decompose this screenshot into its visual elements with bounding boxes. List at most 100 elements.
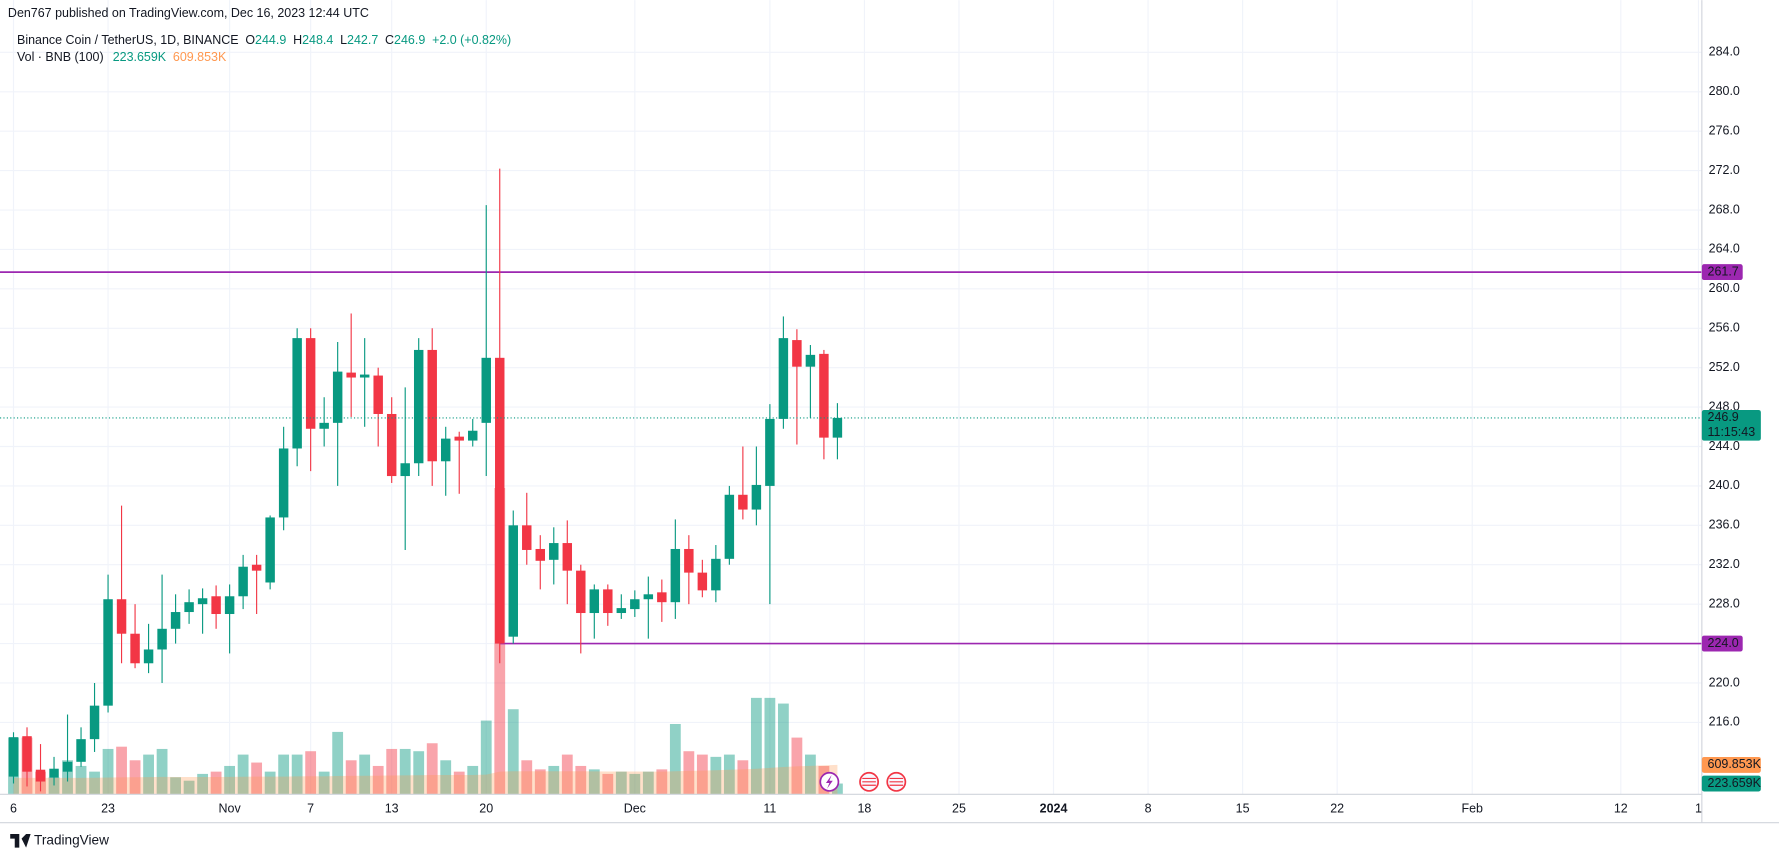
volume-bar <box>507 709 519 795</box>
footer-brand[interactable]: TradingView <box>34 832 109 847</box>
candle-body <box>103 599 113 706</box>
volume-bar <box>210 771 222 795</box>
candle-body <box>454 436 464 441</box>
candle-body <box>589 589 600 614</box>
volume-bar <box>777 703 789 795</box>
x-tick-label: 6 <box>10 801 17 815</box>
candle-body <box>49 768 59 778</box>
candle-body <box>265 517 275 583</box>
volume-bar <box>710 756 722 795</box>
volume-bar <box>534 769 546 795</box>
volume-bar <box>615 771 627 795</box>
volume-bar <box>224 765 236 795</box>
candle-body <box>440 438 451 462</box>
price-tag <box>1701 264 1743 281</box>
candle-body <box>792 340 802 367</box>
candle-body <box>386 413 397 477</box>
x-tick-label: 15 <box>1236 801 1250 815</box>
candle-body <box>616 608 627 614</box>
volume-bar <box>318 771 330 795</box>
candle-body <box>738 494 748 510</box>
volume-bar <box>386 748 398 795</box>
x-tick-label: 22 <box>1330 801 1344 815</box>
attribution: Den767 published on TradingView.com, Dec… <box>8 6 369 20</box>
candle-body <box>535 548 545 561</box>
y-tick-label: 260.0 <box>1709 281 1740 295</box>
y-tick-label: 244.0 <box>1709 439 1740 453</box>
candle-body <box>130 633 140 664</box>
volume-tag <box>1701 756 1761 773</box>
volume-bar <box>372 765 384 795</box>
volume-bar <box>764 697 776 795</box>
candle-body <box>468 430 478 441</box>
x-tick-label: Feb <box>1461 801 1483 815</box>
y-tick-label: 280.0 <box>1709 84 1740 98</box>
y-tick-label: 276.0 <box>1709 123 1740 137</box>
close-value: 246.9 <box>394 33 425 47</box>
volume-bar <box>453 771 465 795</box>
volume-bar <box>305 751 317 795</box>
volume-name: Vol · BNB (100) <box>17 50 104 64</box>
volume-bar <box>413 751 425 795</box>
volume-ma-value: 609.853K <box>173 50 227 64</box>
volume-bar <box>696 754 708 795</box>
volume-bar <box>480 720 492 795</box>
change: +2.0 (+0.82%) <box>432 33 511 47</box>
y-tick-label: 264.0 <box>1709 242 1740 256</box>
candle-body <box>89 705 100 740</box>
candle-body <box>751 484 762 510</box>
candle-body <box>697 572 708 591</box>
legend-ohlc: Binance Coin / TetherUS, 1D, BINANCE O244… <box>17 33 511 47</box>
candle-body <box>197 598 208 605</box>
volume-bar <box>805 754 816 795</box>
x-tick-label: 11 <box>763 801 776 815</box>
volume-bar <box>575 765 587 795</box>
volume-bar <box>156 748 168 795</box>
candle-body <box>603 589 613 614</box>
candle-body <box>278 448 289 518</box>
candle-body <box>22 736 32 772</box>
candle-body <box>630 599 640 610</box>
candle-body <box>400 463 410 477</box>
high-label: H <box>293 33 302 47</box>
volume-bar <box>588 769 600 795</box>
x-tick-label: 23 <box>101 801 115 815</box>
volume-bar <box>399 748 411 795</box>
candle-body <box>224 596 235 615</box>
candle-body <box>819 353 829 438</box>
candle-body <box>643 594 654 600</box>
candle-body <box>359 374 370 378</box>
candle-body <box>427 349 437 462</box>
volume-bar <box>791 737 803 795</box>
candle-body <box>305 338 316 429</box>
event-icons <box>819 771 907 792</box>
volume-value: 223.659K <box>113 50 167 64</box>
volume-bar <box>89 771 100 795</box>
candle-body <box>778 338 789 419</box>
y-tick-label: 228.0 <box>1709 596 1740 610</box>
candle-body <box>413 349 424 464</box>
candle-body <box>238 566 248 597</box>
y-tick-label: 272.0 <box>1709 163 1740 177</box>
price-tag <box>1701 635 1743 652</box>
candle-body <box>765 418 775 486</box>
volume-bar <box>642 771 654 795</box>
close-label: C <box>385 33 394 47</box>
volume-bar <box>426 743 438 795</box>
symbol-title: Binance Coin / TetherUS, 1D, BINANCE <box>17 33 239 47</box>
candle-body <box>332 371 343 423</box>
y-tick-label: 248.0 <box>1709 399 1740 413</box>
y-tick-label: 252.0 <box>1709 360 1740 374</box>
volume-bar <box>75 765 87 795</box>
y-tick-label: 236.0 <box>1709 518 1740 532</box>
x-tick-label: 18 <box>857 801 871 815</box>
candle-body <box>143 649 154 664</box>
volume-bar <box>129 760 141 795</box>
candle-body <box>292 338 302 449</box>
logo-icon <box>10 834 31 848</box>
y-tick-label: 284.0 <box>1709 45 1740 59</box>
volume-bar <box>440 760 452 795</box>
price-pane <box>0 168 1702 792</box>
volume-bar <box>264 771 276 795</box>
